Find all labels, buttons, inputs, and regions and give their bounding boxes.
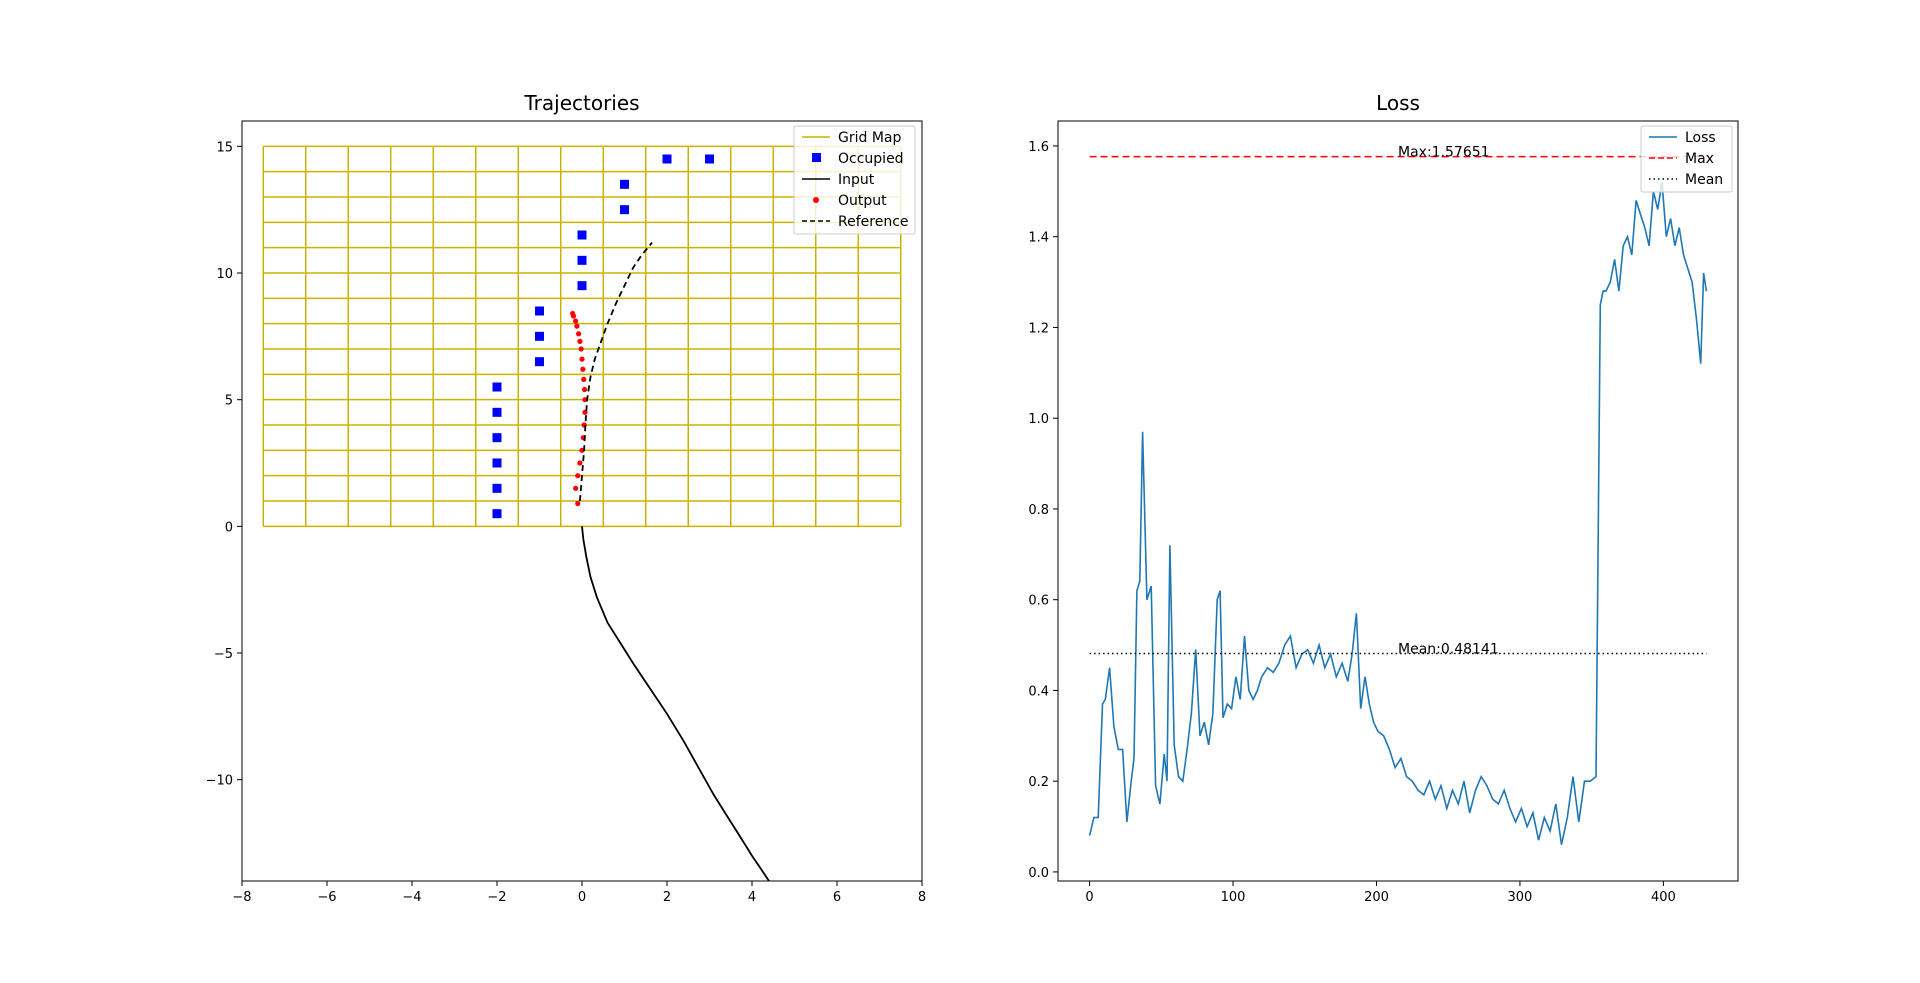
trajectories-chart: Trajectories −8 −6 −4 −2 0 2 4 6 8 −10 −5 0 5 10 15 Gr… (206, 91, 927, 905)
legend-mean-label: Mean (1685, 172, 1723, 188)
legend-frame (1640, 125, 1733, 193)
output-point (581, 386, 588, 393)
trajectories-series-layer (492, 154, 770, 882)
loss-xtick-label: 200 (1364, 890, 1389, 905)
legend-gridmap-label: Grid Map (838, 130, 901, 146)
occupied-marker (620, 179, 629, 189)
loss-ytick-label: 1.4 (1028, 231, 1049, 246)
trajectories-xtick-label: −4 (402, 890, 421, 905)
trajectories-title: Trajectories (523, 91, 639, 115)
occupied-marker (492, 509, 502, 519)
output-point (580, 366, 586, 372)
loss-ytick-label: 0.4 (1028, 684, 1049, 699)
loss-legend: Loss Max Mean (1640, 125, 1733, 193)
occupied-marker (577, 230, 587, 240)
trajectories-axis-ticks: −8 −6 −4 −2 0 2 4 6 8 −10 −5 0 5 10 15 (206, 140, 927, 905)
occupied-marker (492, 382, 502, 392)
output-point (577, 460, 583, 466)
trajectories-xtick-label: 8 (918, 890, 926, 905)
output-point (576, 331, 582, 337)
loss-ytick-label: 0.8 (1028, 503, 1049, 518)
loss-ytick-label: 1.2 (1028, 321, 1049, 336)
output-point (577, 338, 583, 344)
legend-output-label: Output (838, 193, 887, 209)
grid-map-layer (262, 145, 902, 528)
legend-max-label: Max (1685, 151, 1714, 167)
loss-ytick-label: 0.2 (1028, 775, 1049, 790)
trajectories-legend: Grid Map Occupied Input Output Reference (793, 125, 916, 235)
trajectories-ytick-label: 5 (225, 394, 233, 409)
legend-reference-label: Reference (838, 214, 909, 230)
legend-frame (793, 125, 916, 235)
output-point (574, 323, 580, 329)
occupied-marker (535, 331, 544, 341)
loss-xtick-label: 100 (1221, 890, 1246, 905)
loss-xtick-label: 0 (1085, 890, 1093, 905)
occupied-marker (492, 433, 502, 443)
reference-line (579, 242, 653, 502)
trajectories-ytick-label: 10 (216, 267, 233, 282)
occupied-marker (662, 154, 672, 164)
legend-input-label: Input (838, 172, 875, 188)
loss-plot-frame (1057, 120, 1739, 882)
loss-xtick-label: 300 (1508, 890, 1533, 905)
loss-series-layer (1088, 155, 1708, 845)
output-point (570, 310, 576, 317)
output-point (575, 473, 581, 479)
trajectories-ytick-label: 15 (216, 140, 233, 155)
occupied-marker (535, 357, 544, 367)
legend-occupied-label: Occupied (838, 151, 904, 167)
occupied-marker (535, 306, 544, 316)
loss-ytick-label: 0.6 (1028, 594, 1049, 609)
trajectories-xtick-label: 4 (748, 890, 756, 905)
loss-ytick-label: 0.0 (1028, 866, 1049, 881)
input-line (581, 526, 770, 882)
legend-occupied-swatch (812, 153, 821, 162)
loss-ytick-label: 1.0 (1028, 412, 1049, 427)
output-point (575, 500, 581, 507)
occupied-marker (577, 281, 587, 291)
trajectories-xtick-label: 0 (578, 890, 586, 905)
output-point (578, 346, 584, 352)
legend-output-swatch (813, 197, 819, 203)
trajectories-xtick-label: 2 (663, 890, 671, 905)
trajectories-xtick-label: −8 (232, 890, 251, 905)
loss-axis-ticks: 0 100 200 300 400 0.0 0.2 0.4 0.6 0.8 1.0 1.2 1.4 1.6 (1028, 140, 1676, 905)
occupied-marker (492, 483, 502, 493)
output-point (573, 318, 579, 324)
trajectories-ytick-label: 0 (225, 520, 233, 535)
loss-line (1088, 182, 1708, 845)
occupied-marker (705, 154, 714, 164)
output-point (579, 356, 585, 362)
loss-title: Loss (1376, 91, 1420, 115)
output-point (573, 485, 579, 491)
loss-chart: Loss Max:1.57651 Mean:0.48141 0 100 200 300… (1028, 91, 1739, 905)
occupied-marker (577, 255, 587, 265)
occupied-marker (492, 458, 502, 468)
mean-annotation: Mean:0.48141 (1398, 641, 1499, 657)
trajectories-ytick-label: −10 (206, 774, 233, 789)
legend-loss-label: Loss (1685, 130, 1716, 146)
occupied-marker (620, 205, 629, 215)
trajectories-xtick-label: 6 (833, 890, 841, 905)
trajectories-xtick-label: −6 (317, 890, 336, 905)
max-annotation: Max:1.57651 (1398, 145, 1490, 161)
loss-xtick-label: 400 (1651, 890, 1676, 905)
occupied-marker (492, 407, 502, 417)
loss-ytick-label: 1.6 (1028, 140, 1049, 155)
trajectories-ytick-label: −5 (214, 647, 233, 662)
trajectories-xtick-label: −2 (487, 890, 506, 905)
output-point (581, 376, 587, 382)
